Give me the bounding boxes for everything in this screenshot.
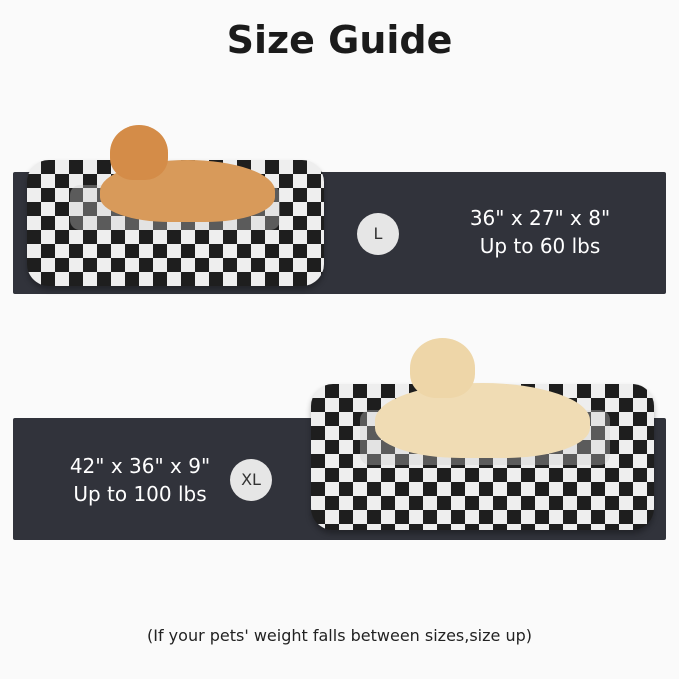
dimensions-l: 36" x 27" x 8" — [469, 206, 611, 230]
size-badge-xl: XL — [230, 459, 272, 501]
size-spec-xl: 42" x 36" x 9" Up to 100 lbs — [40, 452, 240, 508]
bed-image-xl — [311, 384, 654, 530]
weight-l: Up to 60 lbs — [479, 234, 601, 258]
sizing-note: (If your pets' weight falls between size… — [147, 626, 532, 645]
labrador-dog-head — [410, 338, 475, 398]
labrador-dog-image — [375, 383, 590, 458]
weight-xl: Up to 100 lbs — [73, 482, 207, 506]
page-title: Size Guide — [226, 18, 453, 62]
shiba-dog-head — [110, 125, 168, 180]
size-spec-l: 36" x 27" x 8" Up to 60 lbs — [430, 204, 650, 260]
dimensions-xl: 42" x 36" x 9" — [69, 454, 211, 478]
size-badge-l: L — [357, 213, 399, 255]
